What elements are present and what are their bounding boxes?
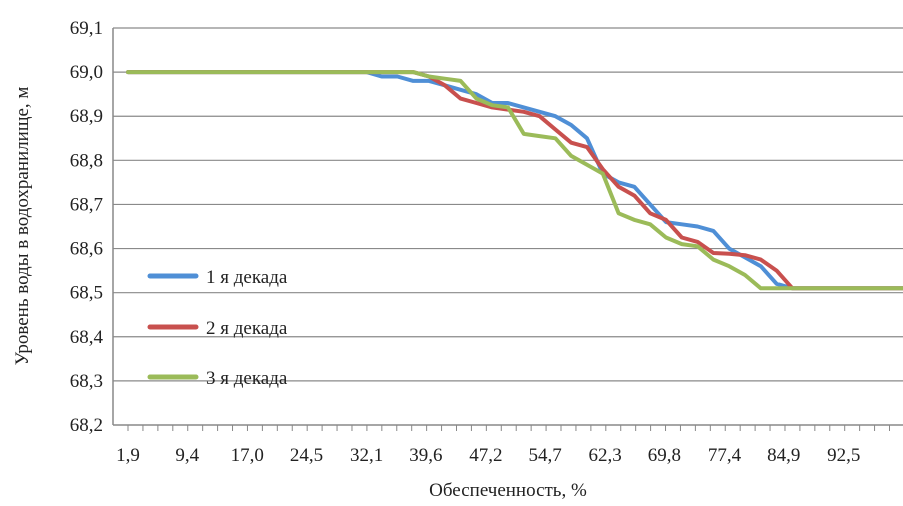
gridlines — [113, 27, 903, 382]
x-tick-label: 17,0 — [231, 445, 264, 466]
legend-label: 3 я декада — [206, 368, 288, 389]
x-tick-label: 77,4 — [708, 445, 742, 466]
x-tick-labels: 1,9 9,4 17,0 24,5 32,1 39,6 47,2 54,7 62,3 69,8 77… — [116, 445, 860, 466]
x-tick-label: 39,6 — [409, 445, 442, 466]
y-tick-label: 68,5 — [70, 283, 103, 304]
series-line-2 — [126, 70, 903, 291]
axes — [112, 28, 903, 431]
y-tick-label: 69,1 — [70, 18, 103, 39]
legend-label: 2 я декада — [206, 318, 288, 339]
y-tick-label: 68,6 — [70, 239, 103, 260]
y-tick-label: 68,4 — [70, 327, 104, 348]
series-lines — [126, 70, 903, 291]
x-tick-label: 9,4 — [175, 445, 199, 466]
y-tick-label: 68,2 — [70, 415, 103, 436]
series-line-3 — [126, 70, 903, 291]
x-tick-label: 92,5 — [827, 445, 860, 466]
y-axis-title: Уровень воды в водохранилище, м — [12, 87, 33, 366]
x-tick-label: 62,3 — [589, 445, 622, 466]
x-tick-label: 1,9 — [116, 445, 140, 466]
x-tick-label: 32,1 — [350, 445, 383, 466]
x-tick-label: 24,5 — [290, 445, 323, 466]
y-tick-labels: 68,2 68,3 68,4 68,5 68,6 68,7 68,8 68,9 69,0 69,1 — [70, 18, 104, 436]
y-tick-label: 68,9 — [70, 106, 103, 127]
x-tick-label: 47,2 — [469, 445, 502, 466]
series-line-1 — [126, 70, 903, 291]
y-tick-label: 68,8 — [70, 150, 103, 171]
y-tick-label: 68,7 — [70, 194, 103, 215]
x-axis-title: Обеспеченность, % — [429, 480, 587, 501]
y-tick-label: 68,3 — [70, 371, 103, 392]
x-tick-label: 54,7 — [529, 445, 562, 466]
x-tick-label: 84,9 — [767, 445, 800, 466]
legend-label: 1 я декада — [206, 267, 288, 288]
legend: 1 я декада 2 я декада 3 я декада — [147, 267, 288, 389]
y-tick-label: 69,0 — [70, 62, 103, 83]
x-tick-label: 69,8 — [648, 445, 681, 466]
